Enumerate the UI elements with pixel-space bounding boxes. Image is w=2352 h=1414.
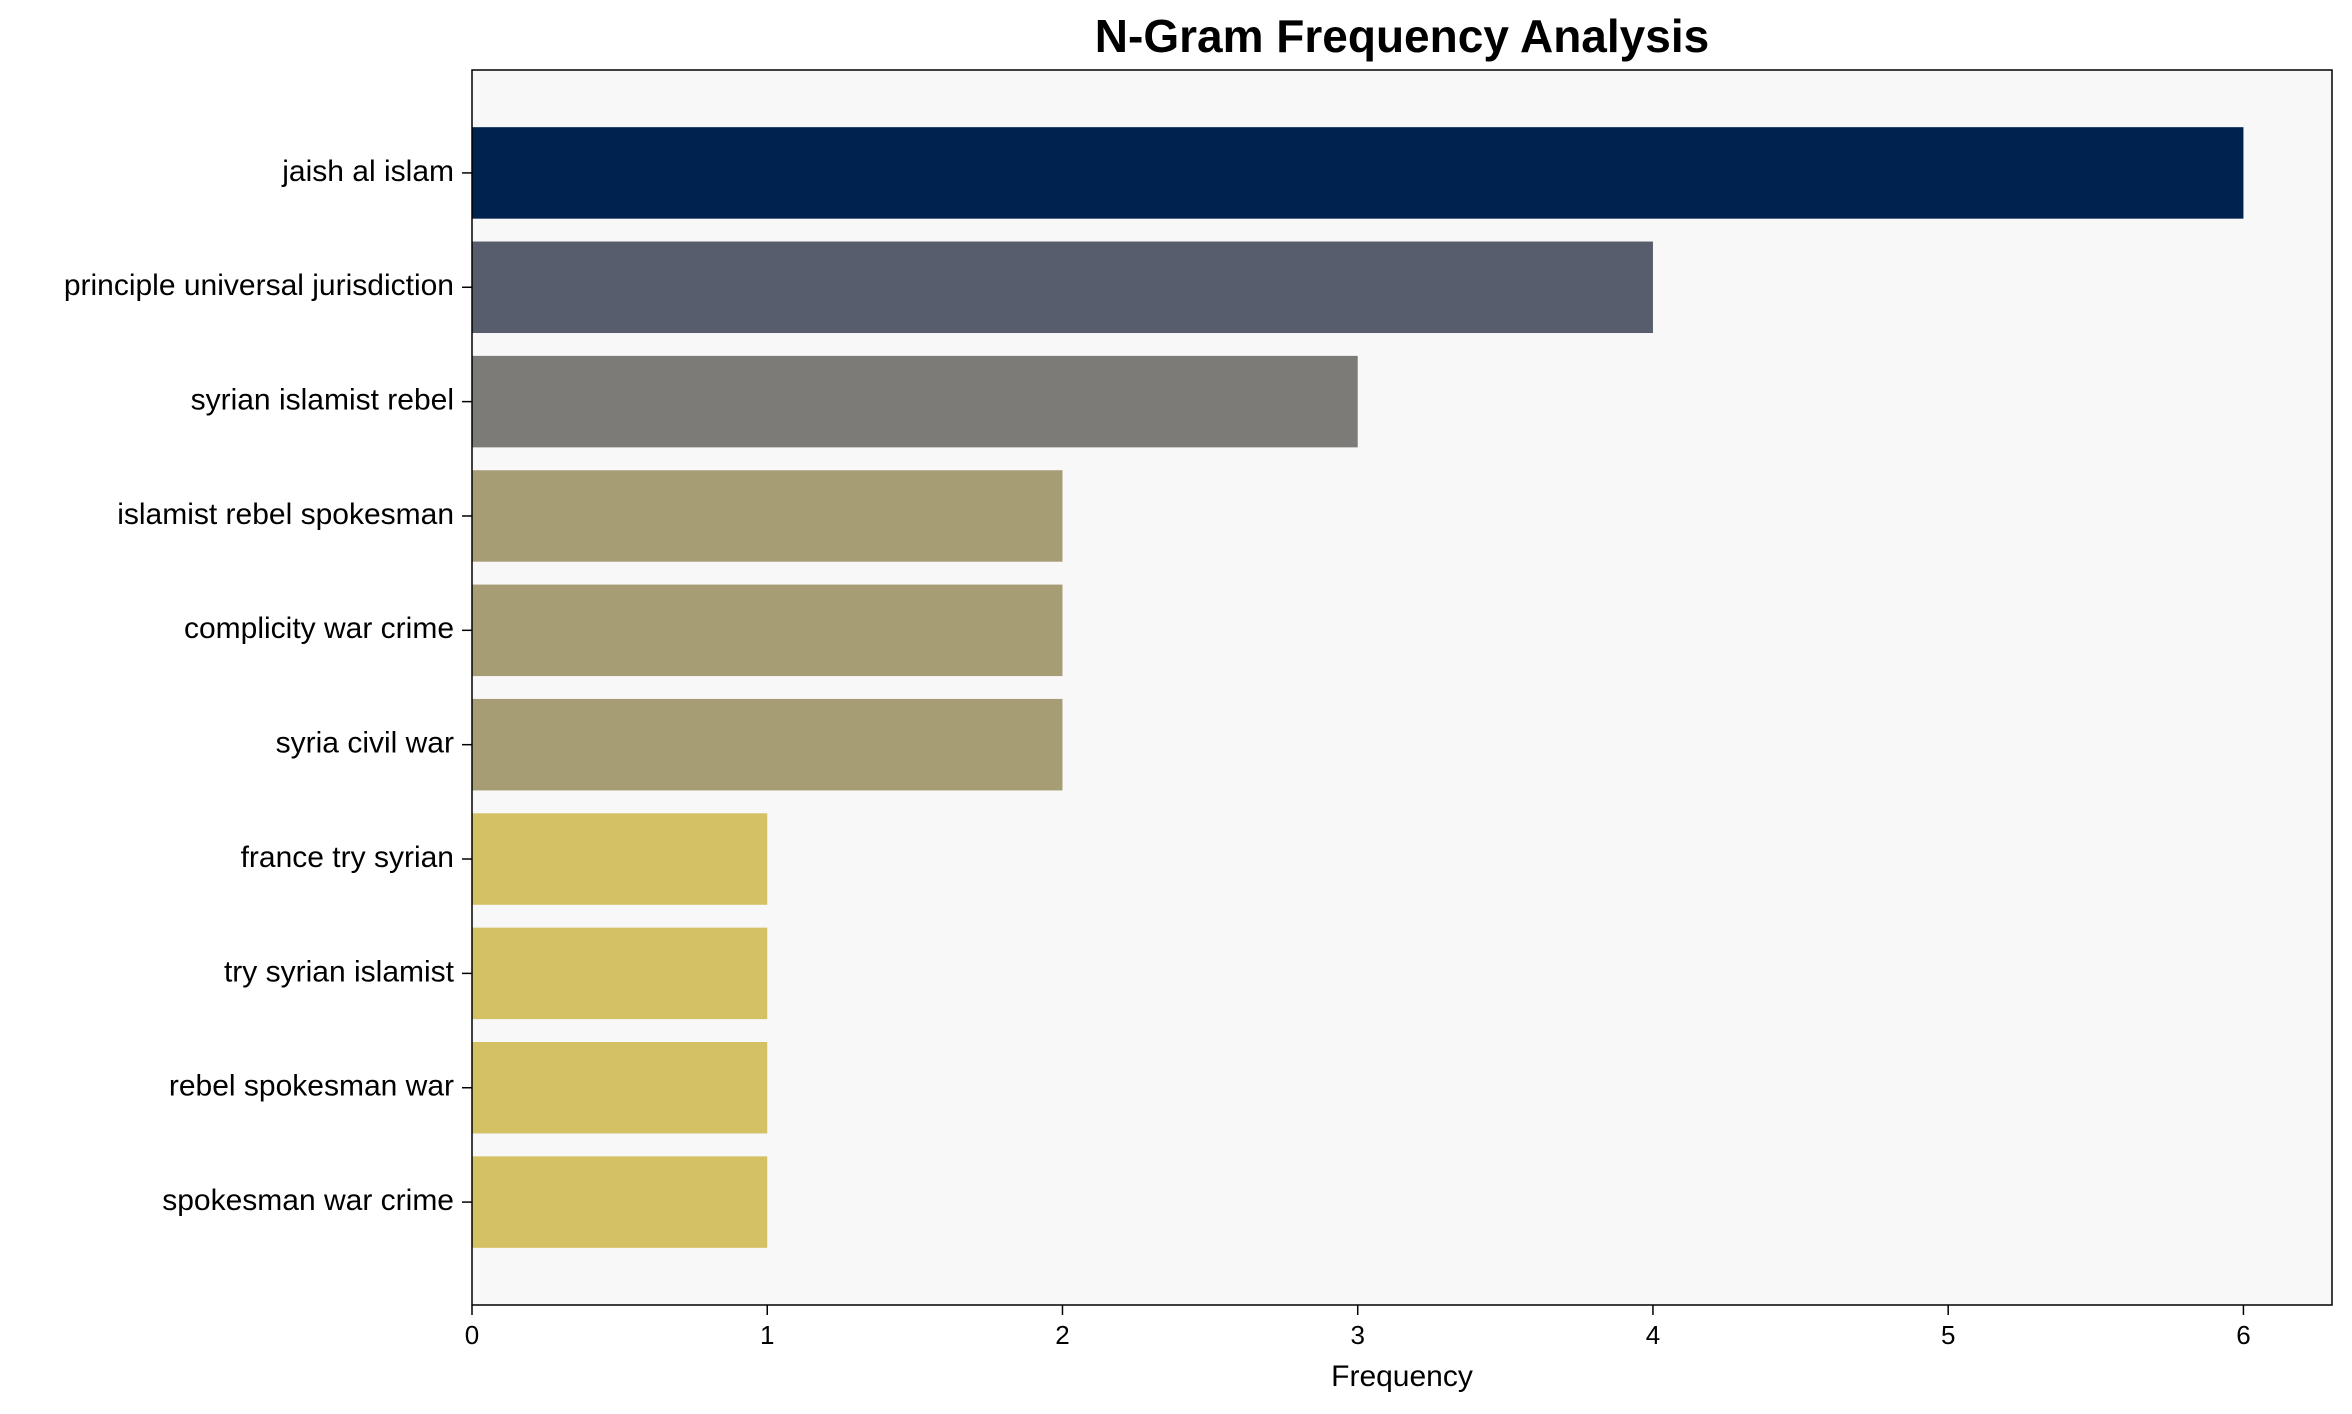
bar bbox=[472, 127, 2244, 219]
bar bbox=[472, 698, 1063, 791]
x-tick-label: 0 bbox=[465, 1320, 479, 1350]
y-tick-label: spokesman war crime bbox=[162, 1184, 454, 1217]
x-tick-label: 5 bbox=[1941, 1320, 1955, 1350]
y-tick-label: syria civil war bbox=[276, 727, 454, 760]
x-tick-label: 2 bbox=[1055, 1320, 1069, 1350]
bar bbox=[472, 813, 768, 905]
y-tick-label: complicity war crime bbox=[184, 612, 454, 645]
plot-frame bbox=[471, 69, 2333, 1306]
y-tick-label: principle universal jurisdiction bbox=[64, 269, 454, 302]
x-tick-label: 4 bbox=[1646, 1320, 1660, 1350]
bar bbox=[472, 1156, 768, 1248]
chart-title: N-Gram Frequency Analysis bbox=[1095, 10, 1709, 62]
bar bbox=[472, 1041, 768, 1134]
bar bbox=[472, 355, 1358, 448]
x-axis-label: Frequency bbox=[1331, 1360, 1473, 1393]
bar bbox=[472, 470, 1063, 562]
y-tick-label: rebel spokesman war bbox=[169, 1070, 454, 1103]
y-tick-label: france try syrian bbox=[241, 841, 454, 874]
bar bbox=[472, 241, 1653, 334]
x-tick-label: 6 bbox=[2236, 1320, 2250, 1350]
bar bbox=[472, 927, 768, 1020]
y-tick-label: syrian islamist rebel bbox=[191, 384, 454, 417]
y-tick-label: jaish al islam bbox=[281, 155, 454, 188]
y-tick-label: try syrian islamist bbox=[224, 955, 455, 988]
x-tick-label: 1 bbox=[760, 1320, 774, 1350]
x-tick-label: 3 bbox=[1350, 1320, 1364, 1350]
y-tick-label: islamist rebel spokesman bbox=[117, 498, 454, 531]
bar bbox=[472, 584, 1063, 677]
